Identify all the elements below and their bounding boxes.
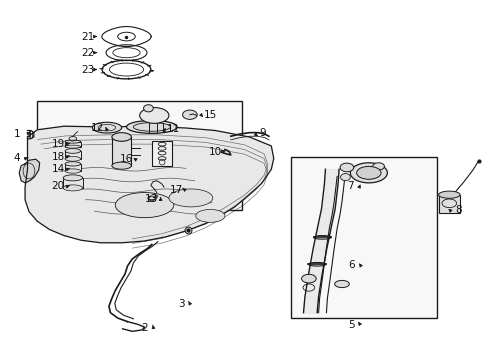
Bar [65, 141, 81, 147]
Ellipse shape [112, 162, 131, 169]
Ellipse shape [92, 122, 122, 133]
Ellipse shape [65, 145, 81, 148]
Ellipse shape [339, 163, 353, 172]
Ellipse shape [168, 189, 212, 207]
Text: 20: 20 [52, 181, 65, 192]
Bar [65, 164, 81, 171]
Bar [438, 195, 459, 213]
Ellipse shape [126, 121, 177, 134]
Text: 18: 18 [52, 152, 65, 162]
Text: 10: 10 [208, 147, 222, 157]
Ellipse shape [438, 191, 459, 198]
Bar [37, 101, 242, 211]
Ellipse shape [140, 108, 168, 123]
Text: 9: 9 [259, 129, 266, 138]
Ellipse shape [356, 166, 380, 179]
Text: 7: 7 [347, 181, 353, 192]
Bar [112, 137, 131, 166]
Text: 23: 23 [81, 64, 94, 75]
Text: 17: 17 [169, 185, 183, 195]
Bar [65, 151, 81, 159]
Ellipse shape [334, 280, 348, 288]
Ellipse shape [65, 149, 81, 153]
Text: 3: 3 [178, 299, 184, 309]
Text: 16: 16 [120, 154, 133, 164]
Ellipse shape [65, 169, 81, 173]
Ellipse shape [65, 162, 81, 166]
Ellipse shape [182, 110, 197, 120]
Ellipse shape [143, 105, 153, 112]
Ellipse shape [63, 185, 82, 191]
Ellipse shape [301, 274, 316, 283]
Ellipse shape [63, 175, 82, 181]
Text: 14: 14 [52, 164, 65, 174]
Text: 11: 11 [167, 124, 180, 134]
Bar [290, 157, 436, 318]
Bar [152, 141, 172, 166]
Text: 19: 19 [52, 139, 65, 149]
Ellipse shape [65, 157, 81, 161]
Ellipse shape [65, 140, 81, 143]
Text: 4: 4 [14, 153, 20, 163]
Text: 22: 22 [81, 48, 94, 58]
Text: 15: 15 [203, 111, 217, 121]
Ellipse shape [349, 163, 386, 183]
Ellipse shape [195, 210, 224, 222]
Text: 13: 13 [145, 194, 158, 204]
Text: 8: 8 [455, 206, 462, 216]
Text: 21: 21 [81, 32, 94, 41]
Ellipse shape [372, 163, 384, 170]
Ellipse shape [112, 133, 131, 141]
Text: 12: 12 [90, 123, 103, 133]
Text: 6: 6 [348, 260, 354, 270]
Text: 5: 5 [348, 320, 354, 330]
Text: 2: 2 [141, 323, 147, 333]
Ellipse shape [340, 174, 349, 181]
Polygon shape [19, 159, 40, 183]
Polygon shape [25, 126, 273, 243]
Ellipse shape [115, 193, 173, 218]
Bar [63, 178, 82, 188]
Text: 1: 1 [14, 129, 20, 139]
